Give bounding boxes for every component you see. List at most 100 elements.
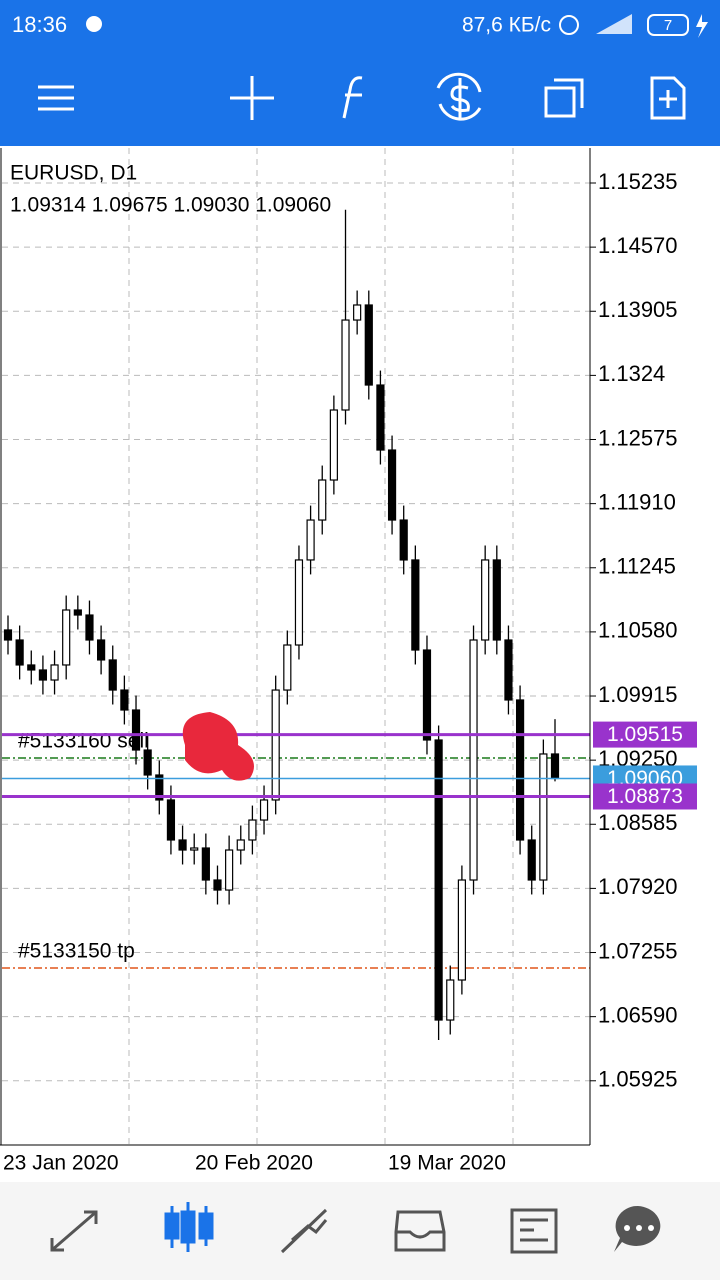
status-speed: 87,6 КБ/с [462, 14, 551, 37]
candle-body [550, 753, 560, 780]
trade-button[interactable] [436, 72, 482, 121]
y-tick-label: 1.14570 [598, 233, 678, 258]
candle-body [166, 799, 176, 841]
y-tick-label: 1.12575 [598, 425, 678, 450]
menu-button[interactable] [38, 85, 74, 111]
chat-dot [624, 1225, 630, 1231]
candle-body [353, 304, 362, 321]
candle-body [225, 849, 234, 891]
candle-body [387, 449, 397, 521]
trade-tab[interactable] [280, 1208, 328, 1254]
candle-body [341, 319, 350, 411]
candle-body [213, 879, 222, 891]
order-label: #5133150 tp [18, 940, 135, 963]
candle-body [97, 639, 106, 661]
x-tick-label: 19 Mar 2020 [388, 1152, 506, 1175]
y-tick-label: 1.15235 [598, 169, 678, 194]
candle-body [294, 559, 304, 646]
candle-body [236, 839, 245, 851]
y-tick-label: 1.07920 [598, 874, 678, 899]
candle-body [190, 847, 199, 851]
y-tick-label: 1.13905 [598, 297, 678, 322]
app-bar [0, 0, 720, 146]
chart-symbol: EURUSD, D1 [10, 162, 137, 185]
alarm-icon [559, 15, 579, 35]
history-tab[interactable] [394, 1210, 446, 1252]
candle-body [62, 609, 71, 666]
candle-body [376, 384, 385, 451]
candle-body [108, 659, 117, 691]
news-tab[interactable] [510, 1208, 558, 1254]
candle-body [38, 669, 48, 681]
candle-body [73, 609, 82, 616]
y-tick-label: 1.05925 [598, 1067, 678, 1092]
battery-icon [647, 14, 689, 36]
candle-body [329, 409, 338, 481]
candle-body [306, 519, 315, 561]
chat-dot [648, 1225, 654, 1231]
indicators-button[interactable] [342, 76, 363, 119]
candle-body [457, 879, 466, 981]
candle-body [120, 689, 129, 711]
y-tick-label: 1.11245 [598, 554, 676, 579]
quotes-tab[interactable] [50, 1210, 98, 1252]
crosshair-button[interactable] [230, 76, 274, 120]
candle-body [15, 639, 24, 666]
candle-body [492, 559, 501, 641]
candle-body [469, 639, 478, 881]
candle-body [434, 739, 443, 1021]
candle-body [515, 699, 525, 841]
new-order-button[interactable] [650, 76, 686, 120]
y-tick-label: 1.06590 [598, 1002, 678, 1027]
chat-dot [636, 1225, 642, 1231]
candle-body [364, 304, 373, 386]
windows-button[interactable] [544, 78, 584, 118]
chart-tab[interactable] [164, 1202, 214, 1252]
candle-body [201, 847, 210, 881]
candle-body [527, 839, 536, 881]
status-time: 18:36 [12, 12, 67, 37]
status-icon [86, 16, 102, 32]
price-tag-label: 1.09515 [607, 723, 683, 746]
candle-body [85, 614, 94, 641]
price-tag [593, 783, 697, 810]
candle-body [271, 689, 280, 801]
candle-body [411, 559, 420, 651]
bottom-nav [0, 1182, 720, 1280]
chart-ohlc: 1.09314 1.09675 1.09030 1.09060 [10, 194, 331, 217]
price-tag-label: 1.08873 [607, 785, 683, 808]
candle-body [131, 709, 141, 751]
y-tick-label: 1.1324 [598, 361, 665, 386]
x-tick-label: 20 Feb 2020 [195, 1152, 313, 1175]
candle-body [283, 644, 292, 691]
candle-body [248, 819, 257, 841]
candle-body [446, 979, 455, 1021]
chart-area: #5133160 sell #5133150 tp [2, 148, 590, 1145]
y-tick-label: 1.10580 [598, 618, 678, 643]
scribble [182, 712, 254, 781]
y-tick-label: 1.08585 [598, 810, 678, 835]
price-tag [593, 721, 697, 748]
candle-body [27, 664, 36, 671]
candle-body [399, 519, 408, 561]
candle-body [3, 629, 13, 641]
candle-body [422, 649, 432, 741]
signal-icon [596, 14, 632, 34]
battery-level: 7 [664, 17, 672, 34]
candle-body [318, 479, 327, 521]
candle-body [50, 664, 59, 681]
x-tick-label: 23 Jan 2020 [3, 1152, 119, 1175]
charging-icon [696, 14, 708, 38]
candle-body [259, 799, 269, 821]
y-tick-label: 1.07255 [598, 938, 678, 963]
y-tick-label: 1.09915 [598, 682, 678, 707]
candle-body [178, 839, 187, 851]
candle-body [539, 753, 548, 881]
candle-body [481, 559, 490, 641]
candle-body [504, 639, 513, 701]
candle-body [143, 749, 152, 776]
order-label: #5133160 sell [18, 730, 149, 753]
y-tick-label: 1.11910 [598, 489, 676, 514]
